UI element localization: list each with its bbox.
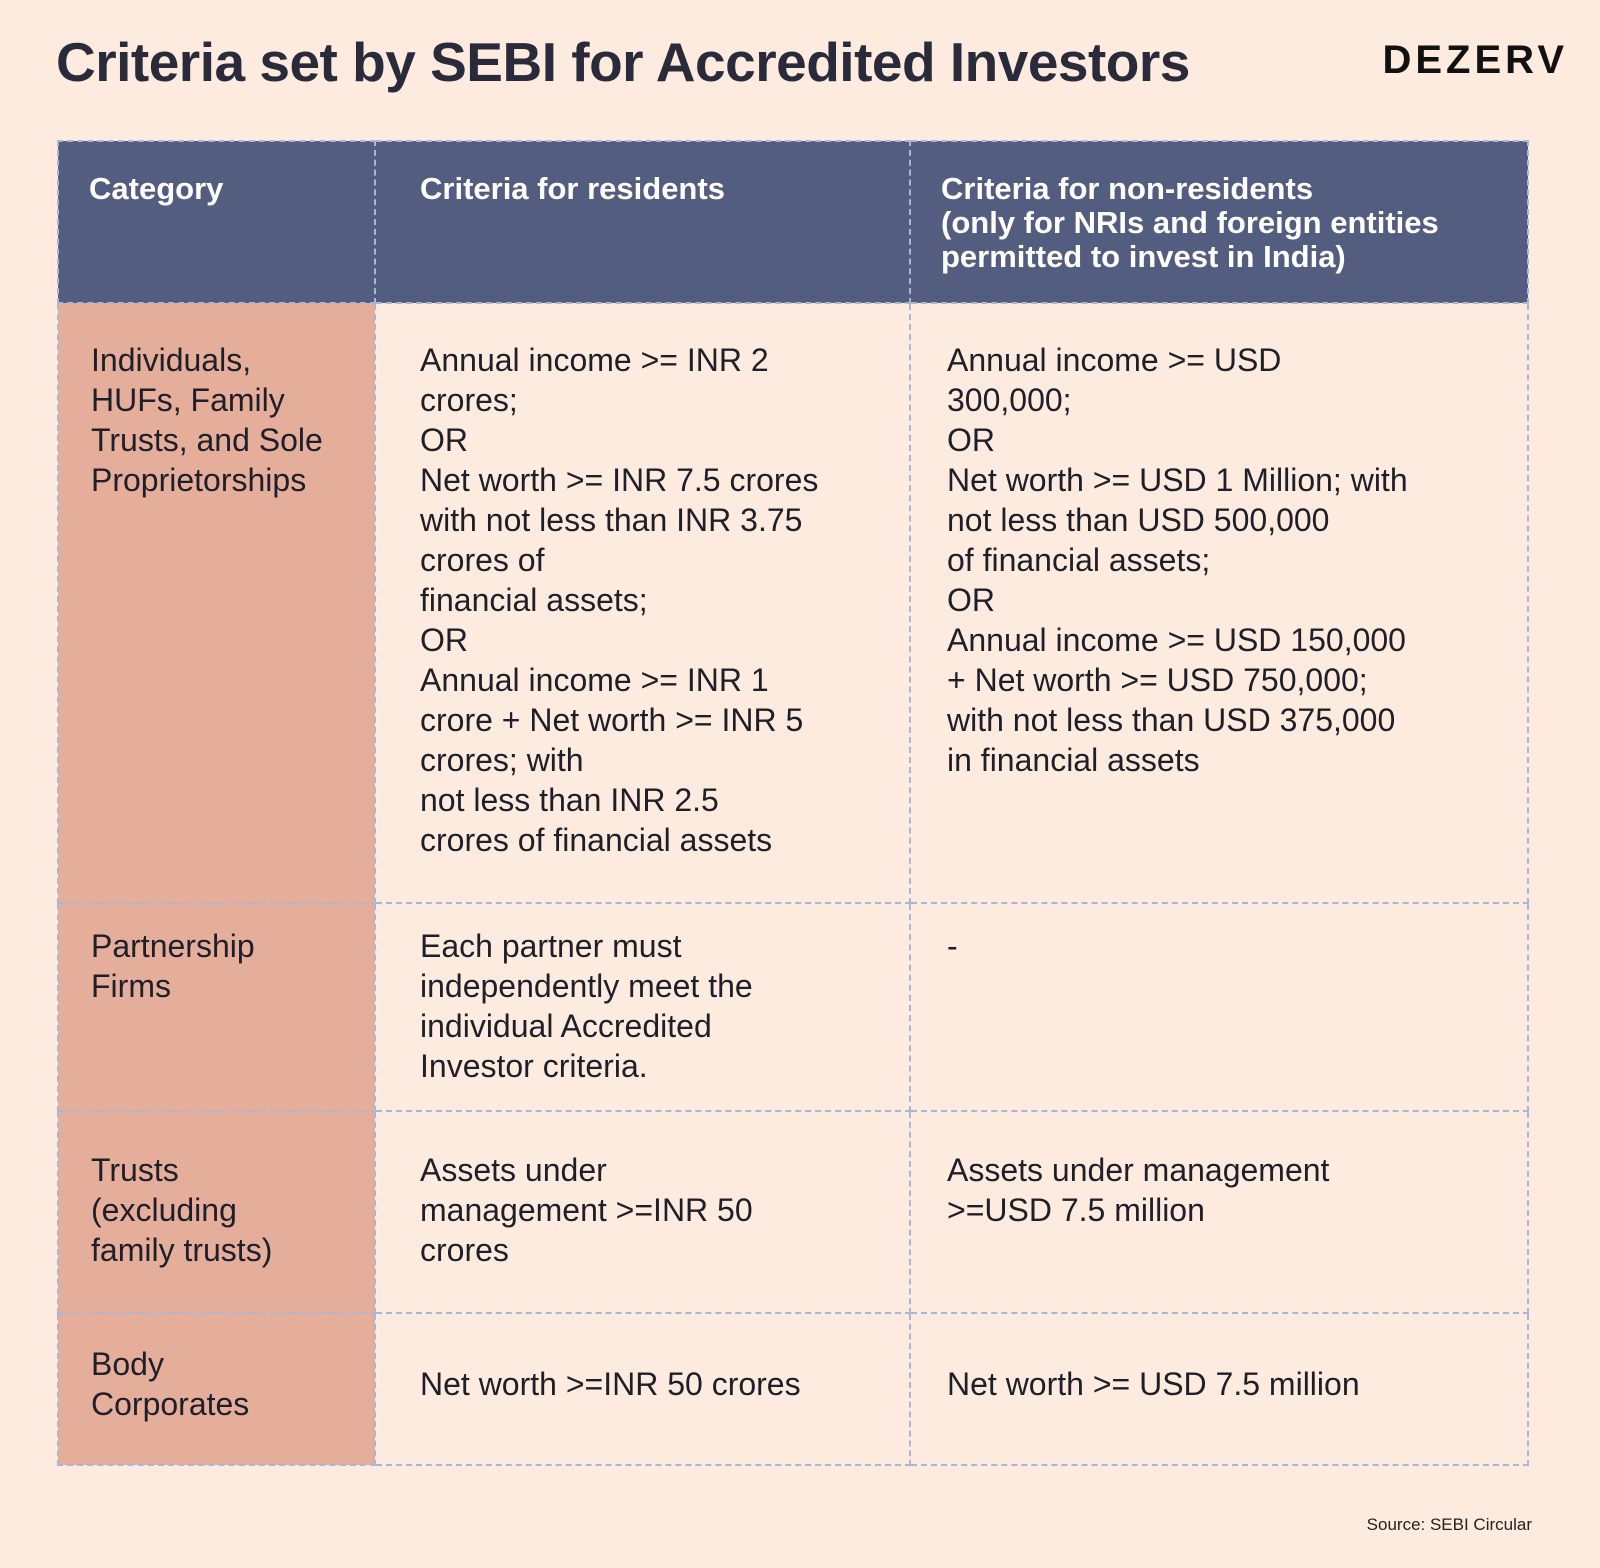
residents-cell: Assets under management >=INR 50 crores — [374, 1110, 911, 1314]
category-cell: Trusts (excluding family trusts) — [57, 1110, 376, 1314]
cell-line: Net worth >= USD 7.5 million — [947, 1366, 1360, 1402]
cell-line: OR — [947, 422, 995, 458]
non-residents-cell: Net worth >= USD 7.5 million — [909, 1312, 1529, 1466]
non-residents-cell: Assets under management >=USD 7.5 millio… — [909, 1110, 1529, 1314]
cell-line: crores of — [420, 542, 545, 578]
criteria-table-container: Category Criteria for residents Criteria… — [57, 140, 1529, 1466]
cell-line: Firms — [91, 968, 171, 1004]
header-non-residents-line: Criteria for non-residents — [941, 171, 1314, 206]
header-non-residents: Criteria for non-residents (only for NRI… — [909, 140, 1529, 304]
table-row: Individuals, HUFs, Family Trusts, and So… — [57, 302, 1529, 904]
cell-line: Annual income >= INR 1 — [420, 662, 769, 698]
cell-line: Annual income >= USD — [947, 342, 1282, 378]
cell-line: not less than USD 500,000 — [947, 502, 1330, 538]
header-residents: Criteria for residents — [374, 140, 911, 304]
cell-line: Investor criteria. — [420, 1048, 648, 1084]
cell-line: crore + Net worth >= INR 5 — [420, 702, 804, 738]
cell-line: crores of financial assets — [420, 822, 773, 858]
cell-line: OR — [947, 582, 995, 618]
table-row: Body Corporates Net worth >=INR 50 crore… — [57, 1312, 1529, 1466]
cell-line: family trusts) — [91, 1232, 273, 1268]
cell-line: Assets under management — [947, 1152, 1330, 1188]
cell-line: OR — [420, 622, 468, 658]
cell-line: Net worth >= USD 1 Million; with — [947, 462, 1408, 498]
cell-line: Corporates — [91, 1386, 250, 1422]
cell-line: + Net worth >= USD 750,000; — [947, 662, 1368, 698]
cell-line: crores; — [420, 382, 518, 418]
cell-line: in financial assets — [947, 742, 1200, 778]
non-residents-cell: Annual income >= USD 300,000; OR Net wor… — [909, 302, 1529, 904]
cell-line: with not less than INR 3.75 — [420, 502, 803, 538]
cell-line: Each partner must — [420, 928, 682, 964]
cell-line: crores — [420, 1232, 509, 1268]
cell-line: - — [947, 928, 958, 964]
cell-line: management >=INR 50 — [420, 1192, 753, 1228]
category-cell: Partnership Firms — [57, 902, 376, 1112]
residents-cell: Annual income >= INR 2 crores; OR Net wo… — [374, 302, 911, 904]
source-note: Source: SEBI Circular — [1366, 1515, 1532, 1534]
cell-line: Proprietorships — [91, 462, 307, 498]
category-cell: Body Corporates — [57, 1312, 376, 1466]
cell-line: HUFs, Family — [91, 382, 285, 418]
cell-line: Individuals, — [91, 342, 252, 378]
cell-line: Annual income >= INR 2 — [420, 342, 769, 378]
header-non-residents-line: permitted to invest in India) — [941, 239, 1346, 274]
cell-line: Trusts — [91, 1152, 179, 1188]
cell-line: Body — [91, 1346, 164, 1382]
residents-cell: Each partner must independently meet the… — [374, 902, 911, 1112]
category-cell: Individuals, HUFs, Family Trusts, and So… — [57, 302, 376, 904]
cell-line: Annual income >= USD 150,000 — [947, 622, 1406, 658]
cell-line: crores; with — [420, 742, 584, 778]
brand-logo: DEZERV — [1382, 38, 1568, 82]
cell-line: 300,000; — [947, 382, 1072, 418]
cell-line: financial assets; — [420, 582, 648, 618]
cell-line: Net worth >=INR 50 crores — [420, 1366, 801, 1402]
table-row: Partnership Firms Each partner must inde… — [57, 902, 1529, 1112]
cell-line: OR — [420, 422, 468, 458]
page-title: Criteria set by SEBI for Accredited Inve… — [56, 31, 1190, 93]
cell-line: Trusts, and Sole — [91, 422, 323, 458]
cell-line: Assets under — [420, 1152, 607, 1188]
cell-line: of financial assets; — [947, 542, 1211, 578]
non-residents-cell: - — [909, 902, 1529, 1112]
residents-cell: Net worth >=INR 50 crores — [374, 1312, 911, 1466]
cell-line: individual Accredited — [420, 1008, 712, 1044]
cell-line: >=USD 7.5 million — [947, 1192, 1205, 1228]
cell-line: (excluding — [91, 1192, 237, 1228]
cell-line: not less than INR 2.5 — [420, 782, 719, 818]
table-row: Trusts (excluding family trusts) Assets … — [57, 1110, 1529, 1314]
table-header-row: Category Criteria for residents Criteria… — [57, 140, 1529, 304]
cell-line: independently meet the — [420, 968, 753, 1004]
cell-line: with not less than USD 375,000 — [947, 702, 1396, 738]
header-non-residents-line: (only for NRIs and foreign entities — [941, 205, 1439, 240]
criteria-table: Category Criteria for residents Criteria… — [57, 140, 1529, 1466]
header-category: Category — [57, 140, 376, 304]
cell-line: Net worth >= INR 7.5 crores — [420, 462, 819, 498]
cell-line: Partnership — [91, 928, 255, 964]
